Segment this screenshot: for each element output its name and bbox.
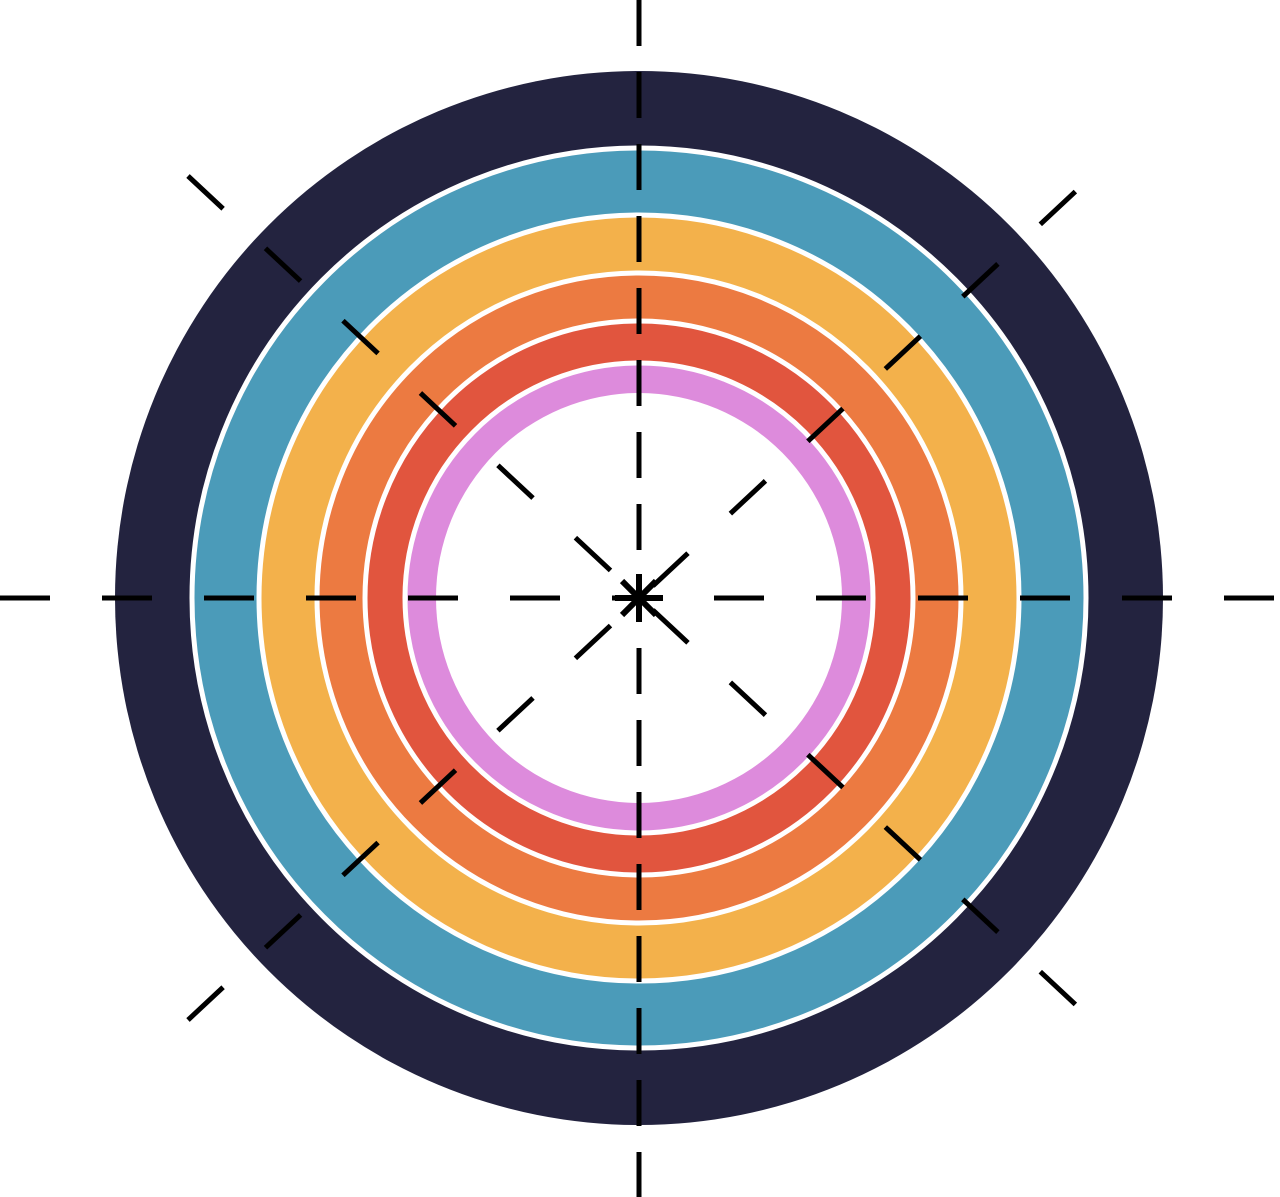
- center-asterisk-icon: [615, 574, 663, 622]
- asterisk-stroke: [619, 578, 659, 618]
